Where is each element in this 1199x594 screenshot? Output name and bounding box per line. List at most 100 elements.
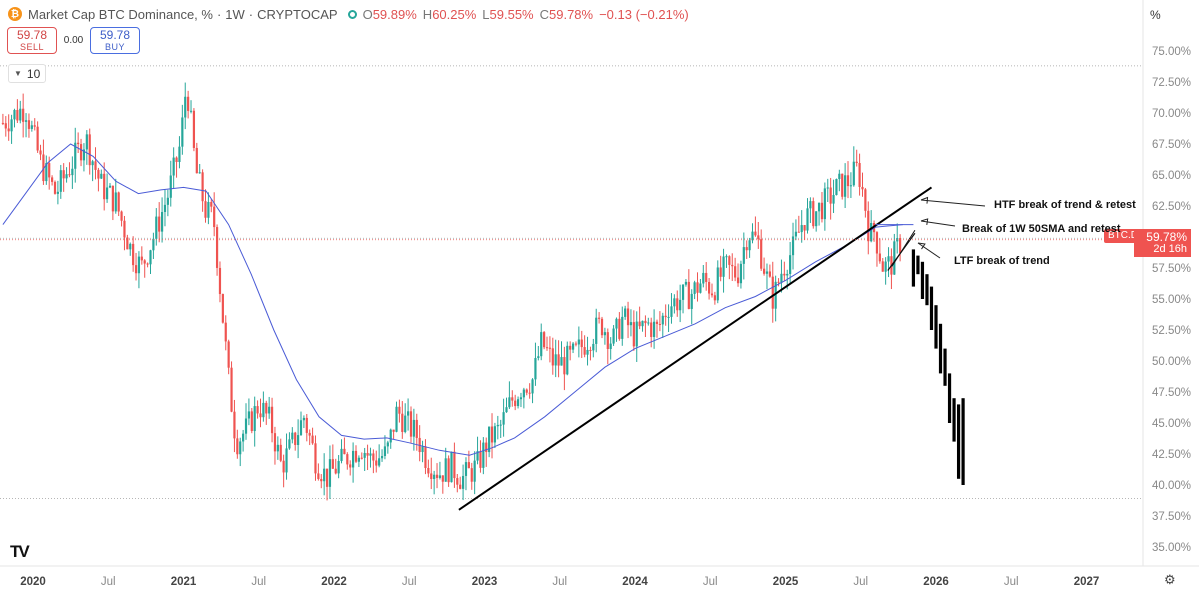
- bitcoin-logo-icon: ₿: [8, 7, 22, 21]
- settings-gear-icon[interactable]: ⚙: [1164, 572, 1176, 587]
- candle-body: [629, 322, 633, 326]
- candle-body: [467, 462, 470, 469]
- candle-body: [123, 220, 126, 238]
- candle-body: [192, 110, 196, 148]
- candle-body: [111, 185, 114, 212]
- candle-body: [270, 406, 274, 434]
- x-tick-label: Jul: [552, 576, 567, 588]
- candle-body: [160, 211, 164, 232]
- candle-body: [522, 389, 525, 398]
- candle-body: [233, 411, 236, 439]
- candle-body: [210, 201, 213, 207]
- x-tick-label: 2023: [472, 576, 498, 588]
- candle-body: [728, 256, 731, 265]
- candle-body: [140, 256, 143, 261]
- y-tick-label: 62.50%: [1152, 201, 1191, 213]
- candle-body: [899, 238, 902, 254]
- candle-body: [534, 358, 537, 380]
- sell-button[interactable]: 59.78 SELL: [7, 27, 57, 54]
- candle-body: [780, 273, 783, 283]
- candle-body: [1, 122, 4, 124]
- candle-body: [320, 478, 323, 482]
- candle-body: [158, 216, 161, 232]
- arrow-ltf-head: [917, 242, 926, 250]
- candle-body: [571, 343, 575, 350]
- y-tick-label: 55.00%: [1152, 294, 1191, 306]
- candle-body: [716, 267, 719, 301]
- annotation-sma: Break of 1W 50SMA and retest: [962, 223, 1121, 235]
- candle-body: [499, 424, 502, 426]
- candle-body: [537, 356, 540, 359]
- candle-body: [713, 295, 716, 301]
- candle-body: [375, 460, 378, 466]
- indicator-toggle[interactable]: ▼ 10: [8, 64, 47, 83]
- candle-body: [328, 459, 332, 487]
- candle-body: [146, 263, 149, 265]
- y-tick-label: 72.50%: [1152, 77, 1191, 89]
- candle-body: [864, 189, 867, 211]
- candle-body: [424, 446, 427, 468]
- tradingview-logo-icon[interactable]: TV: [10, 542, 30, 561]
- spread-value: 0.00: [63, 35, 84, 46]
- candle-body: [178, 146, 181, 162]
- candle-body: [259, 413, 262, 418]
- candle-body: [577, 339, 580, 345]
- candle-body: [13, 109, 16, 120]
- candle-body: [815, 211, 818, 227]
- y-tick-label: 70.00%: [1152, 108, 1191, 120]
- candle-body: [493, 426, 497, 443]
- candle-body: [386, 442, 389, 447]
- candle-body: [867, 210, 870, 242]
- candle-body: [239, 441, 242, 455]
- candle-body: [580, 339, 583, 348]
- candle-body: [244, 418, 248, 434]
- indicator-value: 10: [26, 66, 41, 81]
- candle-body: [19, 108, 22, 121]
- candle-body: [757, 235, 760, 240]
- candle-body: [476, 451, 479, 461]
- candle-body: [823, 188, 826, 220]
- y-tick-label: 42.50%: [1152, 449, 1191, 461]
- candle-body: [881, 261, 884, 272]
- candle-body: [855, 161, 858, 164]
- candle-body: [835, 179, 838, 196]
- candle-body: [519, 397, 523, 400]
- candle-body: [129, 243, 132, 250]
- candle-body: [832, 195, 835, 204]
- interval-label[interactable]: 1W: [225, 6, 245, 22]
- candle-body: [343, 448, 346, 455]
- candle-body: [650, 322, 653, 337]
- candle-body: [702, 272, 705, 284]
- candle-body: [690, 293, 693, 309]
- candle-body: [774, 281, 777, 309]
- candle-body: [163, 204, 167, 212]
- candle-body: [218, 267, 222, 295]
- candle-body: [586, 349, 589, 355]
- candle-body: [88, 134, 91, 166]
- current-price-value: 59.78%: [1146, 230, 1187, 244]
- candle-body: [97, 169, 100, 179]
- candle-body: [285, 448, 288, 473]
- candle-body: [354, 450, 358, 462]
- chart-title[interactable]: Market Cap BTC Dominance, %: [28, 6, 213, 22]
- candle-body: [638, 321, 641, 327]
- y-tick-label: 35.00%: [1152, 542, 1191, 554]
- candle-body: [288, 439, 291, 449]
- candle-body: [861, 186, 864, 190]
- candle-body: [725, 256, 728, 258]
- candle-body: [508, 397, 511, 408]
- annotation-ltf: LTF break of trend: [954, 255, 1050, 267]
- candle-body: [734, 266, 737, 278]
- candle-body: [68, 174, 71, 176]
- axis-unit-button[interactable]: %: [1150, 8, 1161, 22]
- candle-body: [82, 149, 86, 161]
- candle-body: [357, 457, 360, 462]
- candle-body: [789, 255, 792, 274]
- candle-body: [181, 117, 184, 147]
- candle-body: [742, 247, 745, 264]
- buy-button[interactable]: 59.78 BUY: [90, 27, 140, 54]
- candle-body: [175, 157, 178, 162]
- candle-body: [461, 475, 465, 489]
- candle-body: [603, 332, 606, 336]
